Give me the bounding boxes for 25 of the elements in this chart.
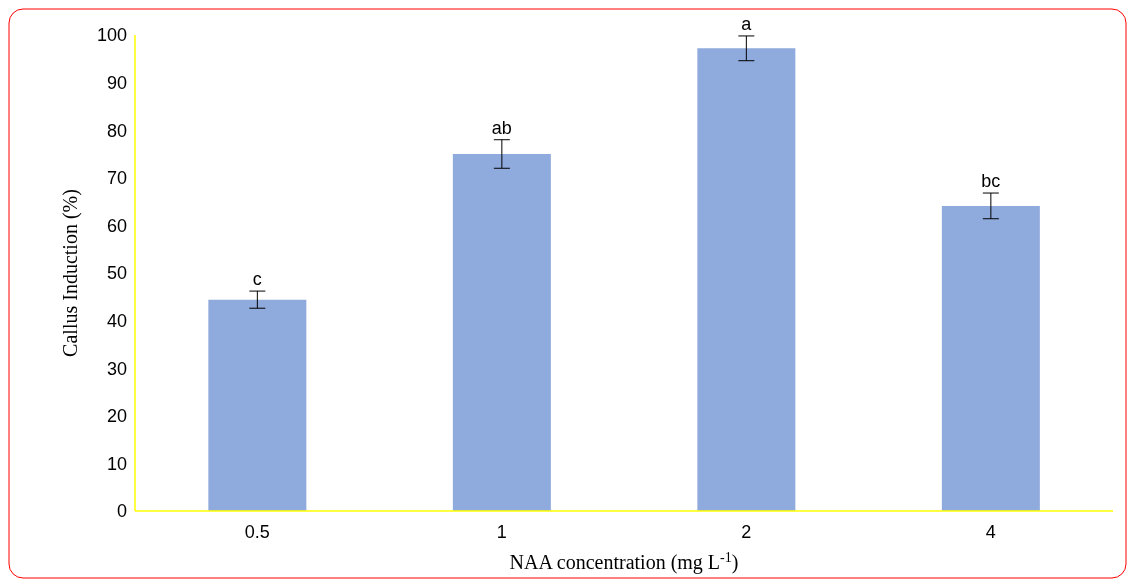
- y-tick-label: 20: [106, 406, 127, 427]
- x-tick-label: 2: [741, 521, 752, 542]
- annotation: bc: [981, 171, 1001, 192]
- bar: [452, 154, 551, 511]
- y-tick-label: 100: [96, 25, 127, 46]
- y-tick-label: 50: [106, 263, 127, 284]
- y-tick-label: 40: [106, 310, 127, 331]
- bar: [208, 299, 307, 511]
- x-tick-label: 1: [496, 521, 507, 542]
- y-tick-label: 30: [106, 358, 127, 379]
- y-tick-label: 70: [106, 168, 127, 189]
- bar: [697, 48, 796, 511]
- x-tick-label: 4: [985, 521, 996, 542]
- x-axis-title: NAA concentration (mg L$^{-1}$): [509, 549, 739, 574]
- y-axis-title: Callus Induction (%): [59, 189, 82, 357]
- y-tick-label: 90: [106, 72, 127, 93]
- annotation: c: [252, 269, 262, 290]
- y-tick-label: 80: [106, 120, 127, 141]
- annotation: a: [741, 13, 753, 34]
- annotation: ab: [491, 117, 512, 138]
- y-tick-label: 10: [106, 453, 127, 474]
- y-tick-label: 60: [106, 215, 127, 236]
- bar: [941, 205, 1040, 511]
- y-tick-label: 0: [116, 501, 127, 522]
- x-tick-label: 0.5: [244, 521, 270, 542]
